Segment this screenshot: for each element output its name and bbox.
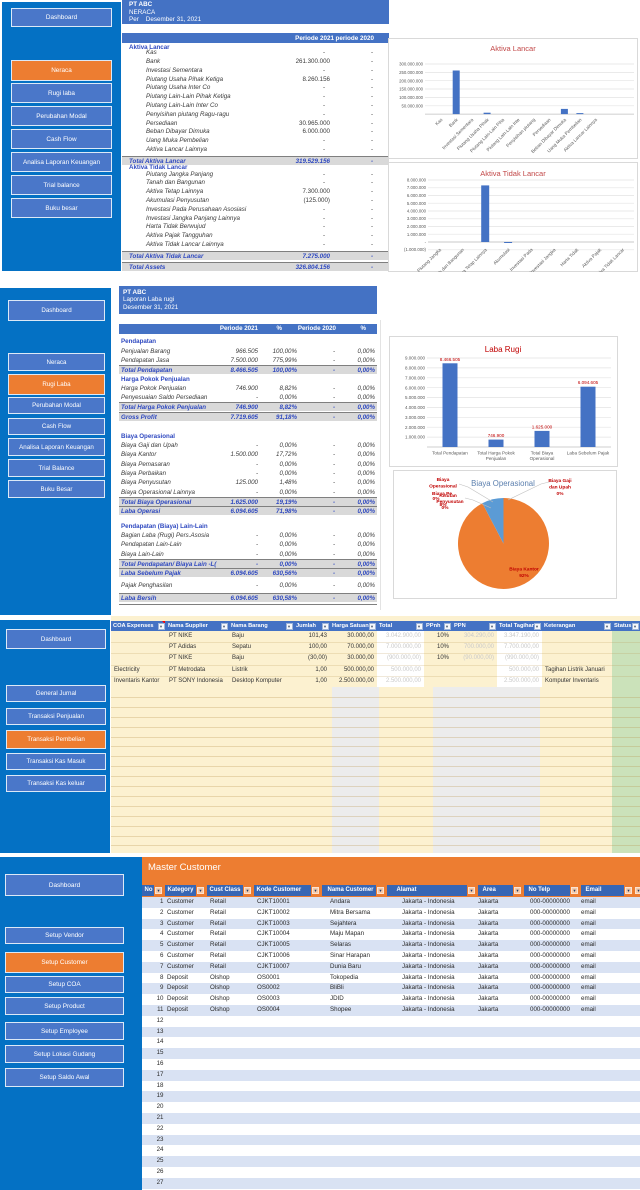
svg-text:Bank: Bank bbox=[448, 117, 459, 128]
svg-text:3.000.000: 3.000.000 bbox=[405, 415, 426, 420]
svg-text:3.000.000: 3.000.000 bbox=[407, 216, 427, 221]
svg-text:8.466.505: 8.466.505 bbox=[440, 357, 461, 362]
svg-text:150.000.000: 150.000.000 bbox=[399, 87, 424, 92]
svg-text:1.000.000: 1.000.000 bbox=[407, 232, 427, 237]
svg-text:Biaya Operasional: Biaya Operasional bbox=[471, 479, 535, 488]
svg-text:Aktiva Lancar: Aktiva Lancar bbox=[490, 44, 536, 53]
svg-text:Penyusutan: Penyusutan bbox=[436, 499, 463, 505]
svg-text:6.094.605: 6.094.605 bbox=[578, 380, 599, 385]
svg-text:9.000.000: 9.000.000 bbox=[405, 356, 426, 361]
svg-text:4.000.000: 4.000.000 bbox=[405, 405, 426, 410]
svg-text:100.000.000: 100.000.000 bbox=[399, 95, 424, 100]
svg-text:Total Harga Pokok: Total Harga Pokok bbox=[477, 451, 515, 456]
svg-text:7.000.000: 7.000.000 bbox=[405, 375, 426, 380]
svg-text:Total Biaya: Total Biaya bbox=[531, 451, 554, 456]
svg-text:0%: 0% bbox=[442, 505, 450, 511]
svg-text:8.000.000: 8.000.000 bbox=[405, 366, 426, 371]
svg-text:Kas: Kas bbox=[434, 117, 444, 127]
svg-text:Total Pendapatan: Total Pendapatan bbox=[432, 451, 468, 456]
svg-text:8.000.000: 8.000.000 bbox=[407, 178, 427, 183]
svg-text:92%: 92% bbox=[519, 573, 529, 579]
svg-text:dan Upah: dan Upah bbox=[549, 485, 571, 491]
svg-text:8%: 8% bbox=[440, 502, 448, 508]
svg-text:Laba Sebelum Pajak: Laba Sebelum Pajak bbox=[567, 451, 610, 456]
svg-text:Biaya: Biaya bbox=[437, 477, 450, 483]
svg-text:Biaya Pe: Biaya Pe bbox=[432, 491, 452, 497]
svg-text:746.900: 746.900 bbox=[488, 433, 505, 438]
svg-text:rusutan: rusutan bbox=[439, 493, 457, 499]
svg-text:6.000.000: 6.000.000 bbox=[405, 385, 426, 390]
svg-text:7.000.000: 7.000.000 bbox=[407, 185, 427, 190]
svg-text:2.000.000: 2.000.000 bbox=[405, 425, 426, 430]
svg-text:200.000.000: 200.000.000 bbox=[399, 78, 424, 83]
svg-text:Operasional: Operasional bbox=[429, 484, 457, 490]
svg-text:1.625.000: 1.625.000 bbox=[532, 424, 553, 429]
svg-text:-: - bbox=[425, 240, 427, 245]
svg-text:0%: 0% bbox=[557, 491, 565, 497]
svg-text:Laba Rugi: Laba Rugi bbox=[485, 345, 522, 354]
svg-text:6.000.000: 6.000.000 bbox=[407, 193, 427, 198]
svg-text:Operasional: Operasional bbox=[530, 456, 555, 461]
svg-text:5.000.000: 5.000.000 bbox=[405, 395, 426, 400]
svg-text:(1.000.000): (1.000.000) bbox=[404, 247, 427, 252]
svg-text:300.000.000: 300.000.000 bbox=[399, 62, 424, 67]
svg-text:Biaya Kantor: Biaya Kantor bbox=[509, 567, 539, 573]
svg-text:4.000.000: 4.000.000 bbox=[407, 209, 427, 214]
svg-text:2.000.000: 2.000.000 bbox=[407, 224, 427, 229]
svg-text:1.000.000: 1.000.000 bbox=[405, 435, 426, 440]
svg-text:5.000.000: 5.000.000 bbox=[407, 201, 427, 206]
svg-text:250.000.000: 250.000.000 bbox=[399, 70, 424, 75]
svg-text:Biaya Gaji: Biaya Gaji bbox=[548, 478, 571, 484]
svg-text:50.000.000: 50.000.000 bbox=[401, 103, 423, 108]
svg-text:Penjualan: Penjualan bbox=[486, 456, 507, 461]
svg-text:Aktiva Tidak Lancar: Aktiva Tidak Lancar bbox=[480, 169, 546, 178]
svg-text:0%: 0% bbox=[433, 496, 441, 502]
